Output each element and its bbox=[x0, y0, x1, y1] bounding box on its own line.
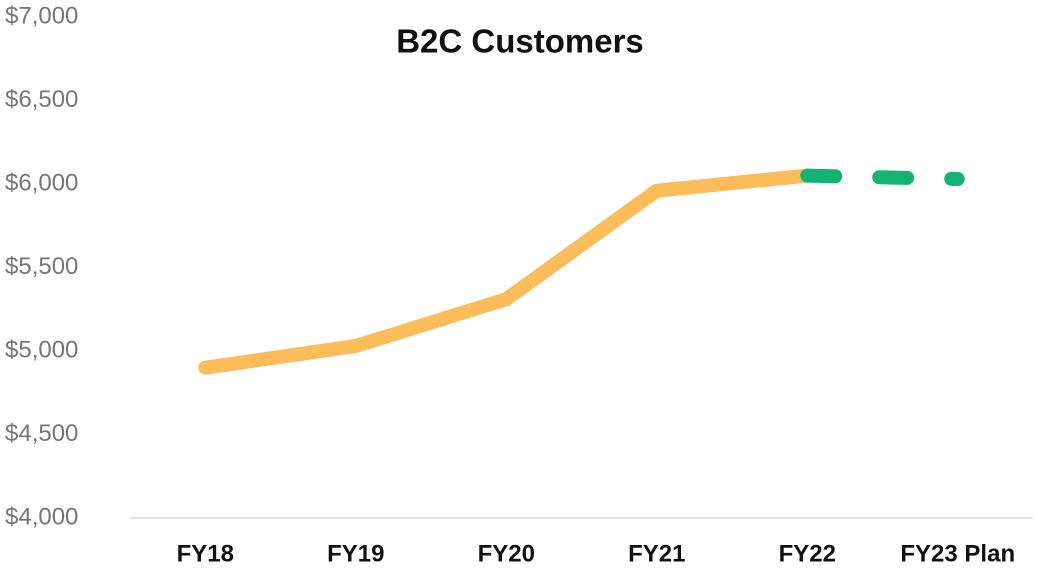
y-tick-label: $5,500 bbox=[5, 253, 78, 280]
y-tick-label: $5,000 bbox=[5, 336, 78, 363]
y-tick-label: $4,500 bbox=[5, 420, 78, 447]
x-tick-label: FY20 bbox=[478, 540, 535, 567]
x-tick-label: FY23 Plan bbox=[900, 540, 1015, 567]
y-tick-label: $6,500 bbox=[5, 86, 78, 113]
y-tick-label: $4,000 bbox=[5, 503, 78, 530]
y-tick-label: $7,000 bbox=[5, 2, 78, 29]
x-tick-label: FY22 bbox=[779, 540, 836, 567]
chart-title: B2C Customers bbox=[396, 23, 644, 60]
line-series bbox=[800, 168, 965, 186]
line-series bbox=[198, 168, 815, 375]
x-tick-label: FY18 bbox=[177, 540, 234, 567]
x-tick-label: FY19 bbox=[327, 540, 384, 567]
y-tick-label: $6,000 bbox=[5, 169, 78, 196]
x-tick-label: FY21 bbox=[628, 540, 685, 567]
